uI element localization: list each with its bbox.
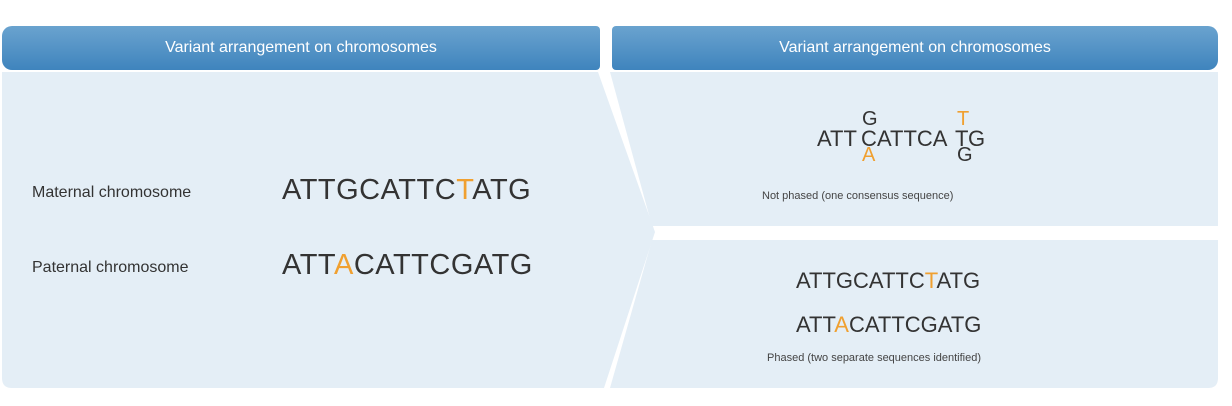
left-panel-bg — [2, 72, 655, 388]
maternal-seq-part-a: ATTGCATTC — [282, 174, 457, 206]
consensus-bottom-base-1: A — [862, 144, 876, 166]
consensus-top-base-1: G — [862, 108, 878, 130]
phased-caption: Phased (two separate sequences identifie… — [767, 352, 982, 364]
phased-seq-2-variant: A — [834, 312, 849, 337]
consensus-top-base-2: T — [957, 108, 970, 130]
phased-seq-1-variant: T — [924, 268, 937, 293]
right-bottom-panel-bg — [610, 240, 1218, 388]
not-phased-caption: Not phased (one consensus sequence) — [762, 190, 954, 202]
phased-seq-1: ATTGCATTCTATG — [796, 268, 980, 294]
consensus-bottom-base-2: G — [957, 144, 973, 166]
right-top-panel-bg — [610, 72, 1218, 226]
phased-seq-1-part-a: ATTGCATTC — [796, 268, 925, 293]
consensus-main-base-2: T — [955, 126, 969, 151]
paternal-label: Paternal chromosome — [32, 259, 189, 276]
maternal-label: Maternal chromosome — [32, 184, 192, 201]
maternal-variant: T — [456, 174, 473, 206]
paternal-seq-part-b: CATTCGATG — [353, 249, 533, 281]
maternal-sequence: ATTGCATTCTATG — [282, 174, 531, 207]
phased-seq-1-part-b: ATG — [936, 268, 981, 293]
maternal-seq-part-b: ATG — [472, 174, 532, 206]
phased-seq-2-part-b: CATTCGATG — [848, 312, 982, 337]
paternal-sequence: ATTACATTCGATG — [282, 249, 533, 282]
consensus-main-base-1: C — [861, 126, 877, 151]
phased-seq-2: ATTACATTCGATG — [796, 312, 981, 338]
consensus-seq-b: ATTCA — [877, 126, 948, 151]
left-header: Variant arrangement on chromosomes — [2, 26, 600, 70]
right-header: Variant arrangement on chromosomes — [612, 26, 1218, 70]
consensus-seq-a: ATT — [817, 126, 857, 151]
paternal-seq-part-a: ATT — [282, 249, 334, 281]
paternal-variant: A — [333, 249, 354, 281]
phased-seq-2-part-a: ATT — [796, 312, 835, 337]
consensus-seq-c: G — [968, 126, 986, 151]
